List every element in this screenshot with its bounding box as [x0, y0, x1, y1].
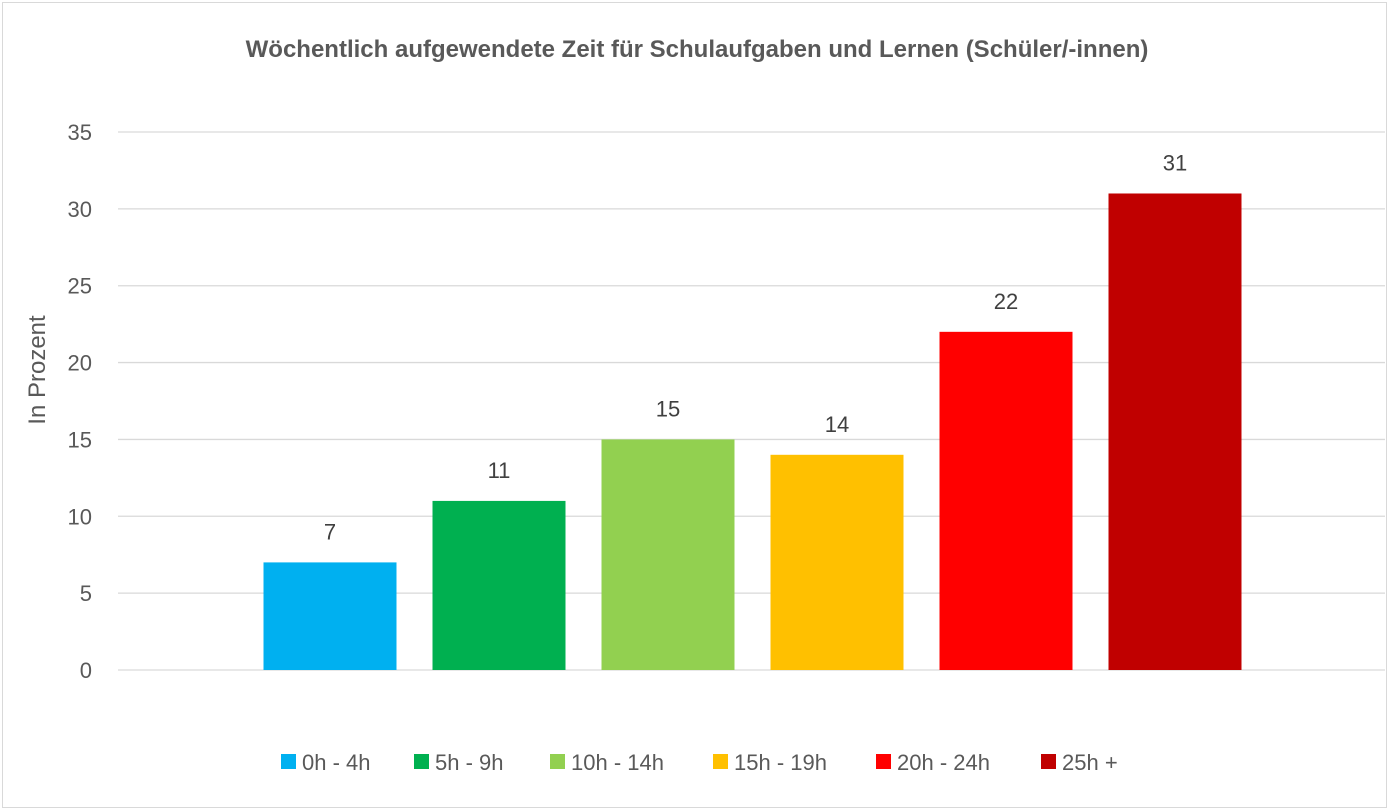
y-tick-label: 10	[68, 504, 92, 529]
bar-3	[601, 439, 735, 670]
y-tick-label: 25	[68, 274, 92, 299]
legend-swatch	[876, 754, 891, 769]
bars	[263, 193, 1242, 670]
legend-label: 0h - 4h	[302, 750, 371, 775]
data-labels: 7 11 15 14 22 31	[324, 150, 1187, 544]
legend-label: 10h - 14h	[571, 750, 664, 775]
data-label: 7	[324, 519, 336, 544]
legend: 0h - 4h 5h - 9h 10h - 14h 15h - 19h 20h - 24…	[281, 750, 1118, 775]
legend-label: 5h - 9h	[435, 750, 504, 775]
chart-title: Wöchentlich aufgewendete Zeit für Schula…	[246, 36, 1149, 63]
legend-swatch	[713, 754, 728, 769]
legend-swatch	[1041, 754, 1056, 769]
y-tick-label: 20	[68, 351, 92, 376]
legend-label: 25h +	[1062, 750, 1118, 775]
legend-label: 20h - 24h	[897, 750, 990, 775]
y-axis-label: In Prozent	[24, 315, 51, 425]
legend-swatch	[281, 754, 296, 769]
bar-1	[263, 562, 397, 670]
data-label: 14	[825, 412, 849, 437]
bar-5	[939, 331, 1073, 670]
data-label: 22	[994, 289, 1018, 314]
y-tick-label: 0	[80, 658, 92, 683]
bar-4	[770, 454, 904, 670]
y-axis-ticks: 0 5 10 15 20 25 30 35	[68, 120, 92, 683]
y-tick-label: 35	[68, 120, 92, 145]
y-tick-label: 15	[68, 427, 92, 452]
bar-2	[432, 500, 566, 670]
legend-label: 15h - 19h	[734, 750, 827, 775]
data-label: 11	[488, 458, 511, 483]
y-tick-label: 5	[80, 581, 92, 606]
legend-swatch	[550, 754, 565, 769]
bar-6	[1108, 193, 1242, 670]
data-label: 15	[656, 396, 680, 421]
y-tick-label: 30	[68, 197, 92, 222]
data-label: 31	[1163, 150, 1187, 175]
legend-swatch	[414, 754, 429, 769]
